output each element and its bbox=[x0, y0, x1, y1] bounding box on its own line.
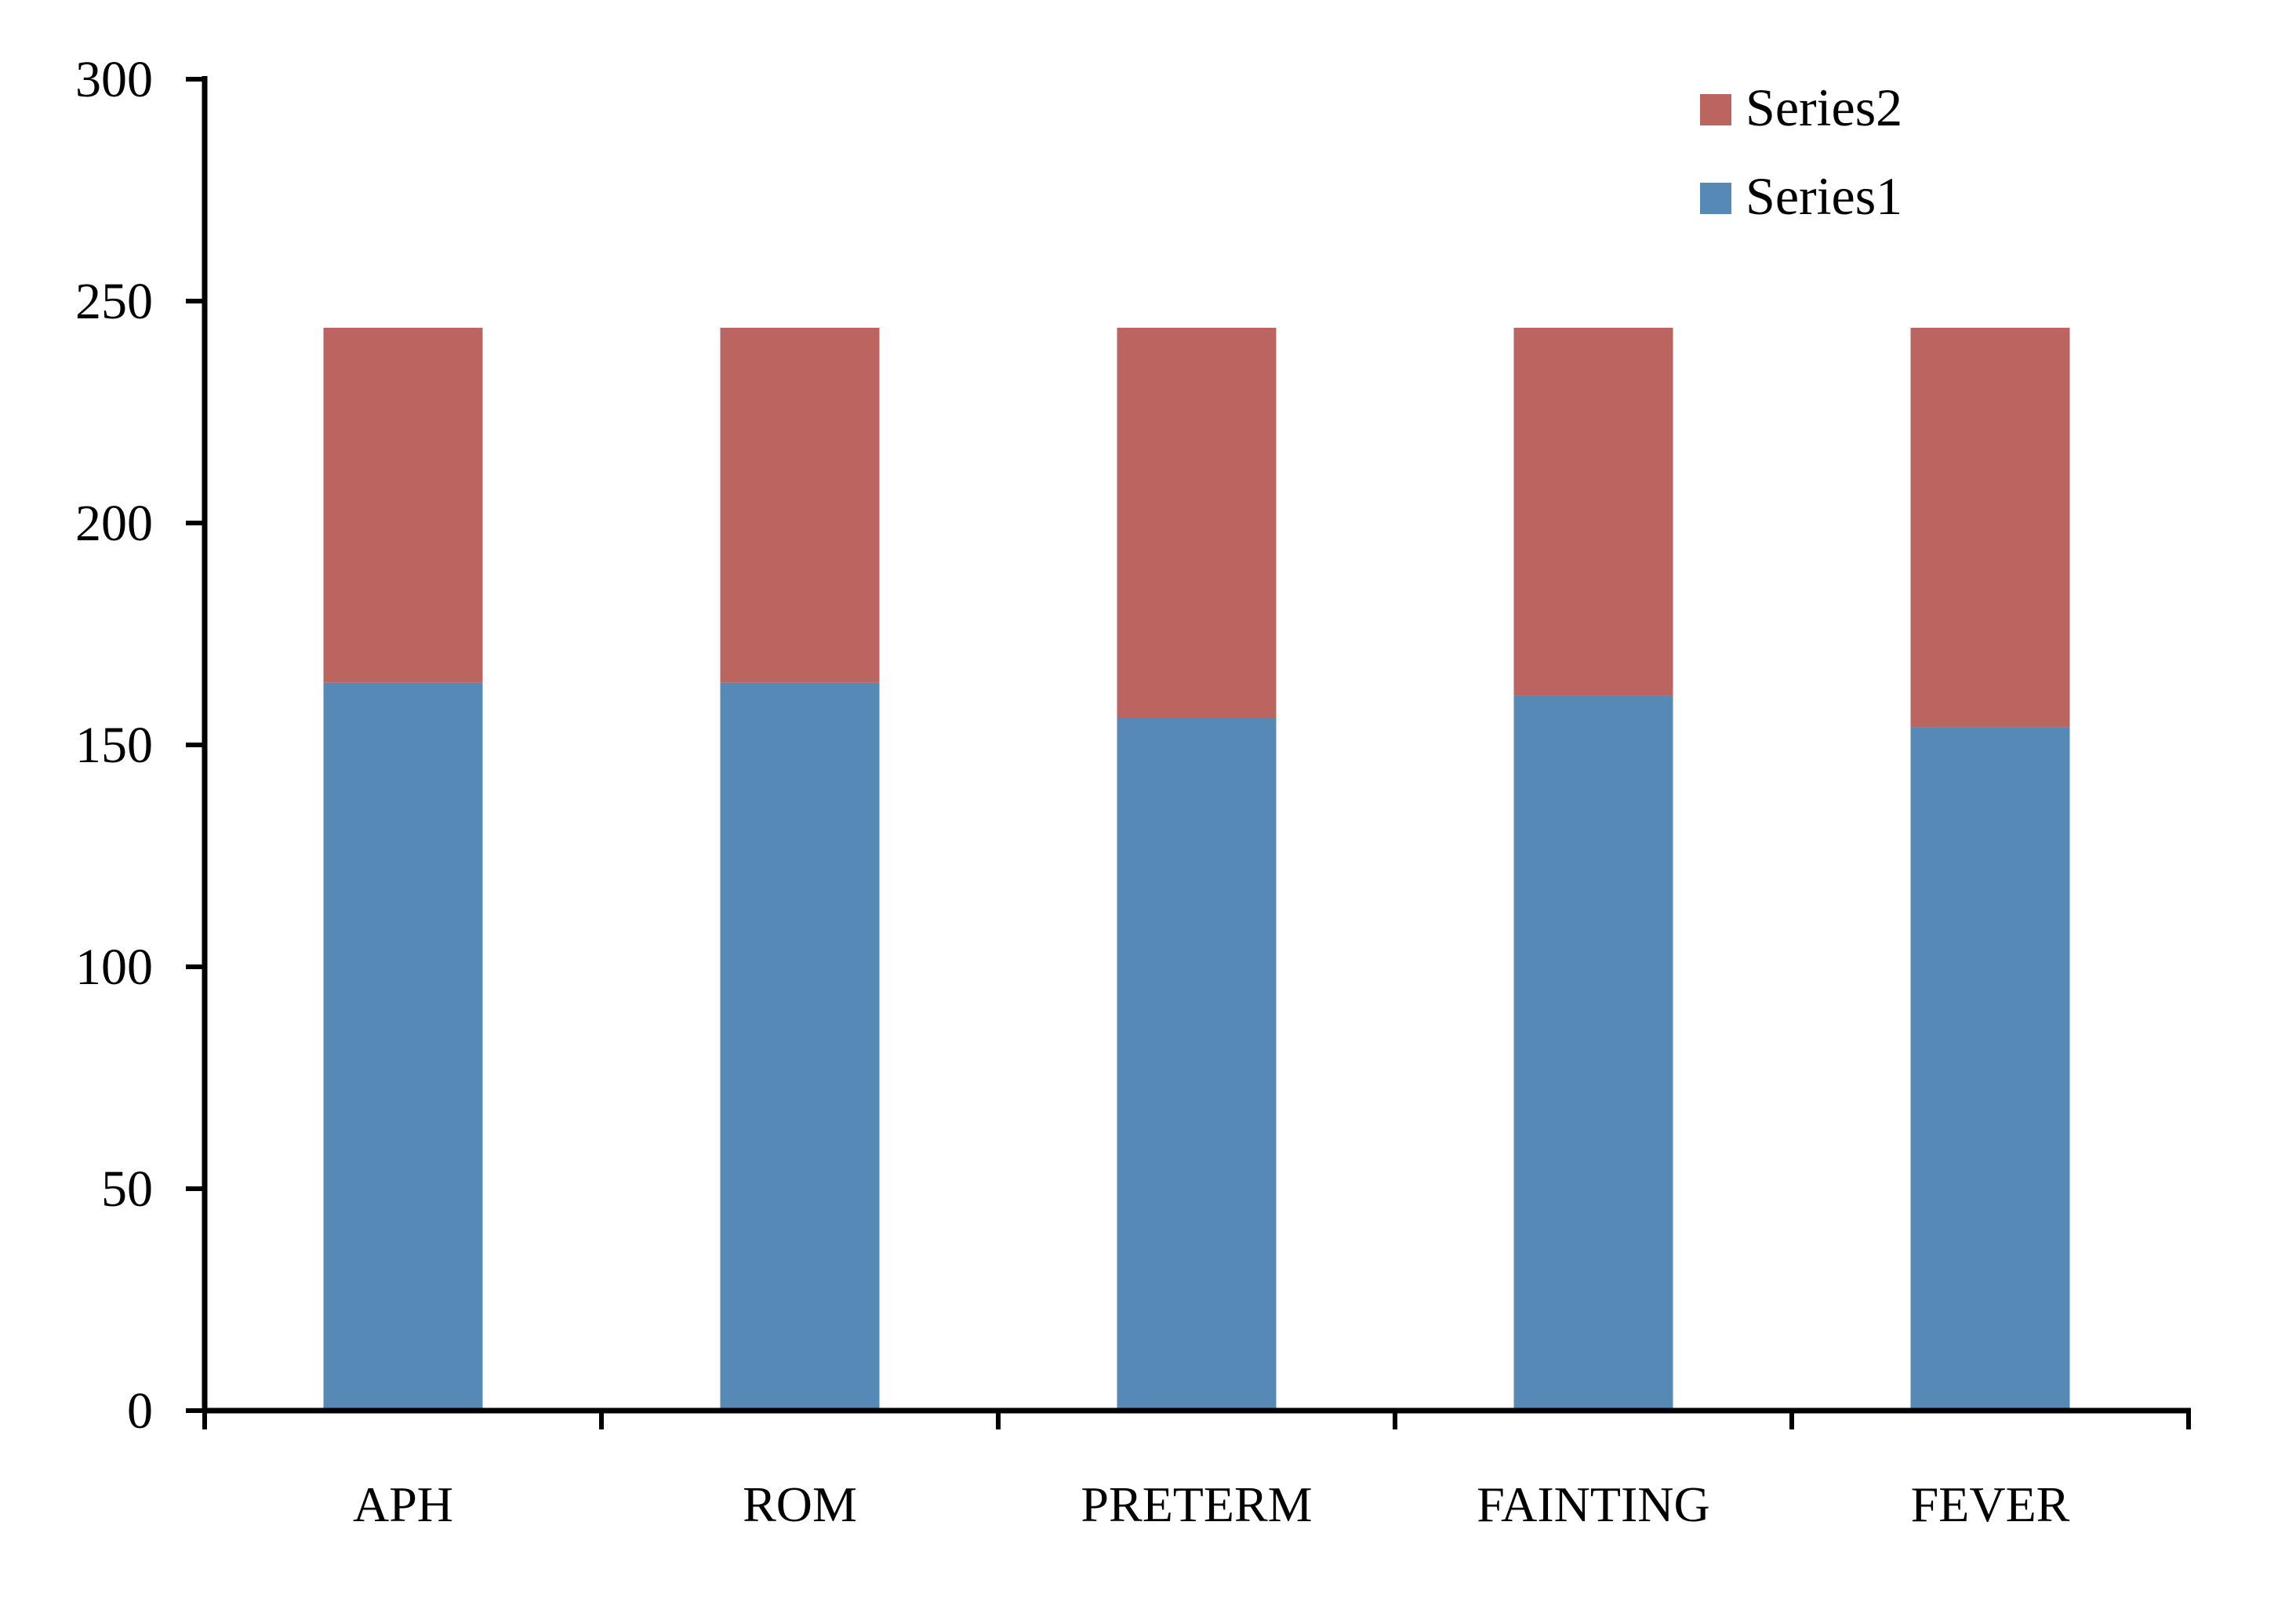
y-tick-label: 50 bbox=[101, 1160, 153, 1218]
bar-fever-series1 bbox=[1910, 727, 2070, 1411]
bar-fainting-series2 bbox=[1513, 328, 1673, 696]
x-category-label: APH bbox=[353, 1476, 453, 1532]
bar-rom-series2 bbox=[720, 328, 880, 683]
bar-preterm-series1 bbox=[1117, 718, 1277, 1411]
bar-preterm-series2 bbox=[1117, 328, 1277, 719]
x-category-label: ROM bbox=[743, 1476, 857, 1532]
y-tick-label: 150 bbox=[75, 717, 153, 774]
y-axis-ticks: 0 50 100 150 200 250 300 bbox=[75, 51, 205, 1440]
x-category-label: FEVER bbox=[1911, 1476, 2070, 1532]
x-axis-categories: APH ROM PRETERM FAINTING FEVER bbox=[202, 1411, 2191, 1532]
bar-aph-series2 bbox=[323, 328, 483, 683]
y-tick-label: 100 bbox=[75, 939, 153, 996]
legend: Series2 Series1 bbox=[1700, 78, 1902, 226]
bar-aph-series1 bbox=[323, 682, 483, 1411]
bar-fainting-series1 bbox=[1513, 696, 1673, 1411]
bar-rom-series1 bbox=[720, 682, 880, 1411]
y-tick-label: 300 bbox=[75, 51, 153, 108]
legend-label-series2: Series2 bbox=[1746, 78, 1902, 137]
y-tick-label: 250 bbox=[75, 273, 153, 330]
x-category-label: FAINTING bbox=[1477, 1476, 1709, 1532]
bars-layer bbox=[323, 328, 2070, 1411]
y-tick-label: 200 bbox=[75, 495, 153, 552]
x-category-label: PRETERM bbox=[1081, 1476, 1312, 1532]
bar-fever-series2 bbox=[1910, 328, 2070, 728]
legend-swatch-series1 bbox=[1700, 183, 1731, 214]
legend-label-series1: Series1 bbox=[1746, 166, 1902, 226]
legend-swatch-series2 bbox=[1700, 94, 1731, 125]
y-tick-label: 0 bbox=[127, 1382, 153, 1440]
